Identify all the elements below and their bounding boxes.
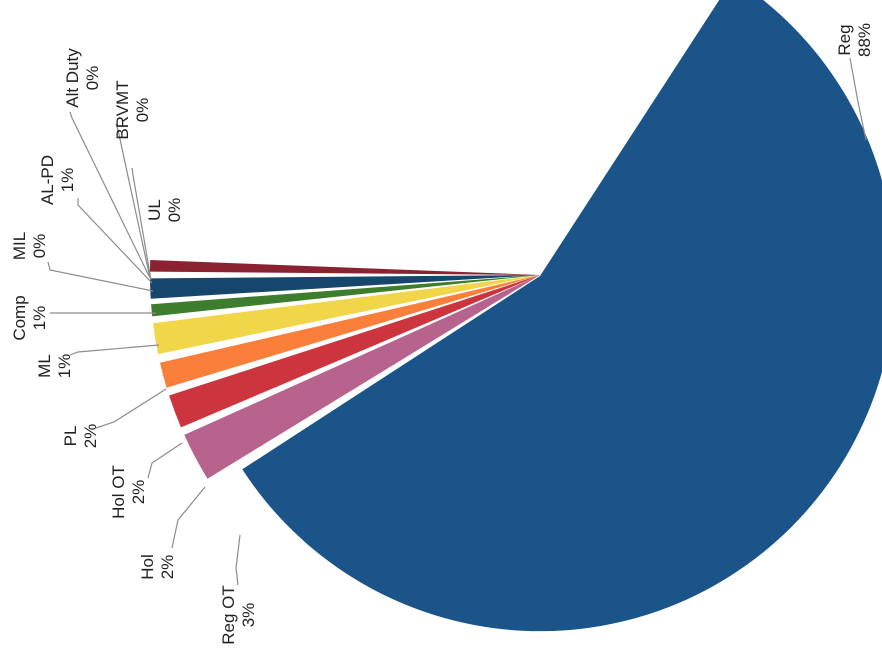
slice-label: BRVMT xyxy=(113,80,132,139)
slice-value-label: 88% xyxy=(855,23,874,57)
slice-value-label: 1% xyxy=(58,168,77,193)
leader-line-brvmt xyxy=(115,123,151,279)
leader-line-hol-ot xyxy=(147,442,183,479)
slice-value-label: 0% xyxy=(165,198,184,223)
leader-line-reg xyxy=(849,57,867,141)
slice-comp xyxy=(150,275,540,299)
slice-label: Alt Duty xyxy=(63,48,82,108)
slice-value-label: 0% xyxy=(83,66,102,91)
label-pl: PL 2% xyxy=(61,424,100,449)
slice-label: Reg OT xyxy=(219,585,238,645)
label-al-pd: AL-PD 1% xyxy=(38,155,77,205)
slice-label: UL xyxy=(145,199,164,221)
slice-ml xyxy=(151,275,540,317)
slice-value-label: 2% xyxy=(129,480,148,505)
slice-reg-ot xyxy=(184,275,541,479)
slice-label: MIL xyxy=(10,232,29,260)
slice-label: PL xyxy=(61,426,80,447)
label-hol: Hol 2% xyxy=(138,554,177,580)
leader-line-ul xyxy=(131,167,152,281)
label-mil: MIL 0% xyxy=(10,232,49,260)
slice-label: Hol xyxy=(138,554,157,580)
leader-line-pl xyxy=(95,388,167,429)
slice-label: Reg xyxy=(835,24,854,55)
slice-value-label: 2% xyxy=(158,555,177,580)
leader-line-al-pd xyxy=(77,198,153,284)
slice-pl xyxy=(153,275,540,355)
slice-reg xyxy=(242,0,882,632)
slice-label: AL-PD xyxy=(38,155,57,205)
label-hol-ot: Hol OT 2% xyxy=(109,465,148,519)
slice-mil xyxy=(150,260,540,275)
leader-line-alt-duty xyxy=(69,111,150,277)
slice-value-label: 1% xyxy=(55,354,74,379)
slice-labels: Reg 88%Reg OT 3%Hol 2%Hol OT 2%PL 2%ML 1%Comp 1… xyxy=(10,23,874,645)
leader-line-ml xyxy=(69,344,160,356)
leader-line-reg-ot xyxy=(235,534,241,586)
label-alt-duty: Alt Duty 0% xyxy=(63,48,102,108)
slice-hol-ot xyxy=(160,275,540,388)
slice-value-label: 2% xyxy=(81,424,100,449)
leader-lines xyxy=(47,57,867,586)
slice-label: Hol OT xyxy=(109,465,128,519)
label-brvmt: BRVMT 0% xyxy=(113,80,152,139)
slice-value-label: 3% xyxy=(239,603,258,628)
pie-slices xyxy=(150,0,882,632)
label-reg: Reg 88% xyxy=(835,23,874,57)
slice-hol xyxy=(169,275,540,428)
label-ml: ML 1% xyxy=(35,354,74,379)
slice-label: ML xyxy=(35,354,54,378)
slice-value-label: 0% xyxy=(133,98,152,123)
slice-value-label: 1% xyxy=(30,306,49,331)
label-ul: UL 0% xyxy=(145,198,184,223)
leader-line-mil xyxy=(47,261,154,292)
slice-label: Comp xyxy=(10,295,29,340)
leader-line-hol xyxy=(171,486,206,549)
slice-value-label: 0% xyxy=(30,234,49,259)
label-reg-ot: Reg OT 3% xyxy=(219,585,258,645)
label-comp: Comp 1% xyxy=(10,295,49,340)
